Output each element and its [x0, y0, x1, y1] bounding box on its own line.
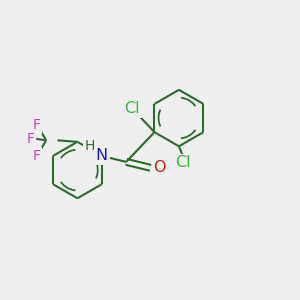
Text: Cl: Cl [176, 155, 191, 170]
Text: F: F [27, 132, 35, 146]
Text: F: F [33, 149, 41, 163]
Text: O: O [153, 160, 166, 175]
Text: F: F [33, 118, 41, 132]
Text: Cl: Cl [124, 101, 140, 116]
Text: H: H [84, 140, 94, 153]
Text: N: N [96, 148, 108, 164]
